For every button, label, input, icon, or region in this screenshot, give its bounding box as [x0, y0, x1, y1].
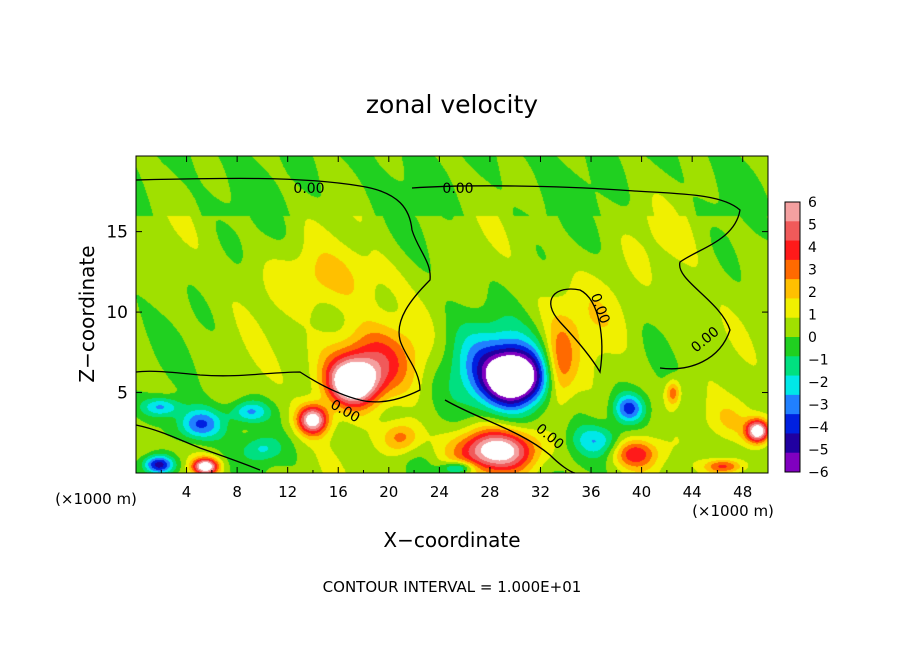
colorbar-swatch: [785, 452, 800, 473]
zero-contour-line: [550, 288, 603, 374]
x-unit-right: (×1000 m): [692, 502, 774, 520]
colorbar-swatch: [785, 433, 800, 454]
y-tick-label: 10: [106, 303, 128, 323]
colorbar: 6 5 4 3 2 1 0 −1 −2 −3 −4 −5 −6: [784, 195, 829, 481]
colorbar-swatch: [785, 279, 800, 299]
colorbar-swatch: [785, 375, 800, 396]
colorbar-swatch: [785, 414, 800, 434]
colorbar-swatch: [785, 317, 800, 338]
chart-title: zonal velocity: [366, 90, 538, 119]
colorbar-tick-label: −1: [808, 353, 829, 369]
x-tick-label: 40: [632, 483, 651, 501]
colorbar-swatch: [785, 221, 800, 242]
zero-contour-line: [135, 424, 261, 471]
velocity-field: [136, 156, 768, 473]
colorbar-tick-label: −2: [808, 375, 829, 391]
colorbar-swatch: [785, 394, 800, 415]
contour-label: 0.00: [442, 181, 473, 197]
y-tick-label: 5: [117, 384, 128, 404]
colorbar-tick-label: 6: [808, 195, 817, 211]
colorbar-tick-label: 0: [808, 330, 817, 346]
zero-contour-line: [444, 399, 576, 474]
colorbar-tick-label: 2: [808, 285, 817, 301]
zero-contour-line: [135, 370, 361, 401]
colorbar-tick-label: 4: [808, 240, 817, 256]
x-tick-label: 8: [232, 483, 242, 501]
plot-area: 0.00 0.000.000.000.000.00 4 8 12 16 20 24 28 32 3…: [106, 155, 769, 501]
y-tick-label: 15: [106, 223, 128, 243]
plot-frame: [135, 155, 769, 474]
x-tick-label: 36: [581, 483, 600, 501]
colorbar-frame: [784, 201, 801, 473]
contour-interval-footer: CONTOUR INTERVAL = 1.000E+01: [323, 578, 582, 596]
colorbar-tick-label: 3: [808, 263, 817, 279]
y-axis-ticks: 5 10 15: [106, 223, 768, 404]
x-tick-label: 28: [480, 483, 499, 501]
x-tick-label: 32: [531, 483, 550, 501]
contour-label: 0.00: [293, 181, 324, 197]
x-tick-label: 12: [278, 483, 297, 501]
zero-contour-line: [411, 185, 741, 370]
colorbar-tick-label: −5: [808, 443, 829, 459]
colorbar-tick-label: 1: [808, 308, 817, 324]
colorbar-swatch: [785, 337, 800, 357]
x-tick-label: 24: [430, 483, 449, 501]
colorbar-swatch: [785, 259, 800, 280]
colorbar-swatch: [785, 202, 800, 222]
colorbar-swatch: [785, 356, 800, 377]
x-unit-left: (×1000 m): [55, 490, 137, 508]
x-tick-label: 48: [733, 483, 752, 501]
colorbar-swatch: [785, 240, 800, 261]
x-tick-label: 20: [379, 483, 398, 501]
x-tick-label: 44: [683, 483, 702, 501]
x-tick-label: 4: [182, 483, 192, 501]
x-axis-label: X−coordinate: [383, 528, 520, 552]
x-tick-label: 16: [329, 483, 348, 501]
colorbar-tick-label: −4: [808, 420, 829, 436]
colorbar-tick-label: −6: [808, 465, 829, 481]
y-axis-label: Z−coordinate: [75, 245, 99, 382]
x-axis-ticks: 4 8 12 16 20 24 28 32 36 40 44 48: [160, 156, 752, 501]
colorbar-swatch: [785, 298, 800, 319]
zero-contour-line: [135, 177, 431, 403]
colorbar-tick-label: −3: [808, 398, 829, 414]
colorbar-tick-label: 5: [808, 218, 817, 234]
